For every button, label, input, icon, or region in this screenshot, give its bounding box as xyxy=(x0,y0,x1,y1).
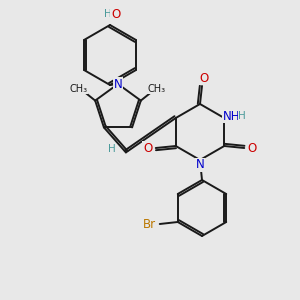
Text: N: N xyxy=(196,158,204,172)
Text: H: H xyxy=(108,144,116,154)
Text: N: N xyxy=(114,77,122,91)
Text: O: O xyxy=(143,142,152,154)
Text: CH₃: CH₃ xyxy=(69,84,87,94)
Text: O: O xyxy=(111,8,121,20)
Text: O: O xyxy=(248,142,257,154)
Text: Br: Br xyxy=(143,218,156,230)
Text: O: O xyxy=(200,71,208,85)
Text: H: H xyxy=(104,9,112,19)
Text: NH: NH xyxy=(223,110,240,122)
Text: H: H xyxy=(238,111,246,121)
Text: CH₃: CH₃ xyxy=(148,84,166,94)
